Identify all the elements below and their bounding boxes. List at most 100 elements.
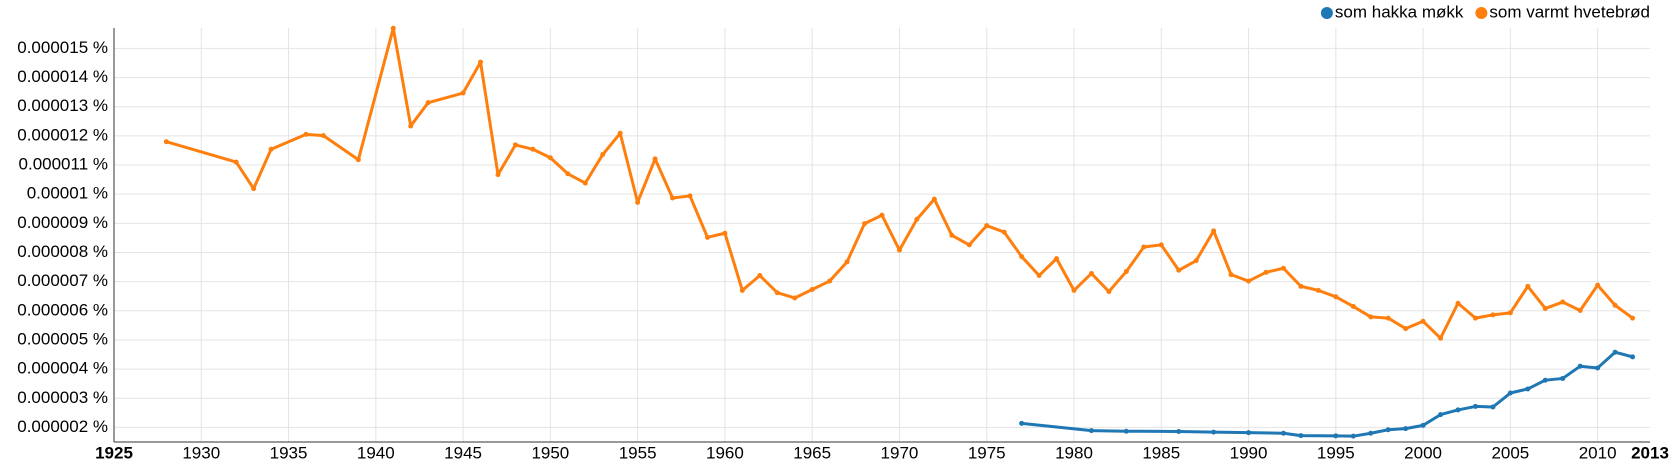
data-point <box>1001 229 1007 235</box>
data-point <box>1595 365 1601 371</box>
data-point <box>1577 363 1583 369</box>
data-point <box>1263 269 1269 275</box>
data-point <box>1455 300 1461 306</box>
y-tick-label: 0.000011 % <box>19 155 108 174</box>
data-point <box>1211 429 1217 435</box>
data-point <box>1438 335 1444 341</box>
data-point <box>163 139 169 145</box>
data-point <box>1385 315 1391 321</box>
y-tick-label: 0.000015 % <box>17 38 108 57</box>
data-point <box>1019 254 1025 260</box>
data-point <box>1507 390 1513 396</box>
x-tick-label: 1965 <box>793 443 831 462</box>
data-point <box>1228 272 1234 278</box>
legend-label: som hakka møkk <box>1335 2 1464 21</box>
data-point <box>1560 299 1566 305</box>
data-point <box>408 123 414 129</box>
x-tick-label: 2013 <box>1631 443 1669 462</box>
y-tick-label: 0.000002 % <box>17 417 108 436</box>
data-point <box>1280 265 1286 271</box>
data-point <box>355 157 361 163</box>
data-point <box>1455 407 1461 413</box>
grid <box>114 28 1650 442</box>
y-tick-label: 0.000014 % <box>17 67 108 86</box>
x-tick-label: 1970 <box>881 443 919 462</box>
data-point <box>1071 287 1077 293</box>
data-point <box>652 156 658 162</box>
data-point <box>1123 268 1129 274</box>
data-point <box>1176 267 1182 273</box>
data-point <box>792 295 798 301</box>
y-tick-label: 0.000005 % <box>17 329 108 348</box>
data-point <box>617 130 623 136</box>
data-point <box>1630 354 1636 360</box>
data-point <box>1315 287 1321 293</box>
x-tick-label: 1975 <box>968 443 1006 462</box>
legend-marker <box>1320 7 1333 19</box>
x-tick-label: 1950 <box>531 443 569 462</box>
data-point <box>1472 403 1478 409</box>
data-point <box>1123 428 1129 434</box>
x-tick-label: 1990 <box>1230 443 1268 462</box>
data-point <box>547 155 553 161</box>
data-point <box>914 216 920 222</box>
data-point <box>1420 422 1426 428</box>
data-point <box>1403 326 1409 332</box>
data-point <box>1630 315 1636 321</box>
data-point <box>1368 314 1374 320</box>
x-tick-label: 1960 <box>706 443 744 462</box>
y-tick-label: 0.000003 % <box>17 388 108 407</box>
data-point <box>949 232 955 238</box>
data-point <box>320 133 326 139</box>
data-point <box>739 287 745 293</box>
data-point <box>460 90 466 96</box>
data-point <box>635 199 641 205</box>
data-point <box>809 287 815 293</box>
data-point <box>1158 242 1164 248</box>
data-point <box>1595 282 1601 288</box>
data-point <box>390 25 396 31</box>
data-point <box>827 278 833 284</box>
x-tick-label: 1945 <box>444 443 482 462</box>
y-tick-label: 0.000007 % <box>17 271 108 290</box>
y-tick-label: 0.000012 % <box>17 125 108 144</box>
data-point <box>512 142 518 148</box>
data-point <box>582 180 588 186</box>
data-point <box>251 186 257 192</box>
data-point <box>1333 433 1339 439</box>
data-point <box>1612 349 1618 355</box>
data-point <box>1577 308 1583 314</box>
data-point <box>1385 427 1391 433</box>
y-tick-label: 0.000013 % <box>17 96 108 115</box>
data-point <box>1036 273 1042 279</box>
data-point <box>1106 289 1112 295</box>
data-point <box>1246 430 1252 436</box>
data-point <box>896 247 902 253</box>
x-tick-label: 1980 <box>1055 443 1093 462</box>
data-point <box>600 152 606 158</box>
data-point <box>1420 318 1426 324</box>
data-point <box>984 223 990 229</box>
data-point <box>879 212 885 218</box>
data-point <box>844 259 850 265</box>
y-tick-label: 0.000009 % <box>17 213 108 232</box>
data-point <box>1490 404 1496 410</box>
data-point <box>1612 302 1618 308</box>
data-point <box>1368 430 1374 436</box>
data-point <box>1211 228 1217 234</box>
data-point <box>670 195 676 201</box>
data-point <box>530 146 536 152</box>
data-point <box>425 100 431 106</box>
x-tick-label: 1930 <box>182 443 220 462</box>
series-line <box>165 26 1634 340</box>
legend: som varmt hvetebrød som hakka møkk <box>1320 2 1650 21</box>
data-point <box>233 159 239 165</box>
data-point <box>1280 430 1286 436</box>
legend-label: som varmt hvetebrød <box>1489 2 1650 21</box>
data-point <box>757 273 763 279</box>
series-line <box>1021 350 1633 438</box>
data-point <box>565 171 571 177</box>
data-point <box>704 234 710 240</box>
